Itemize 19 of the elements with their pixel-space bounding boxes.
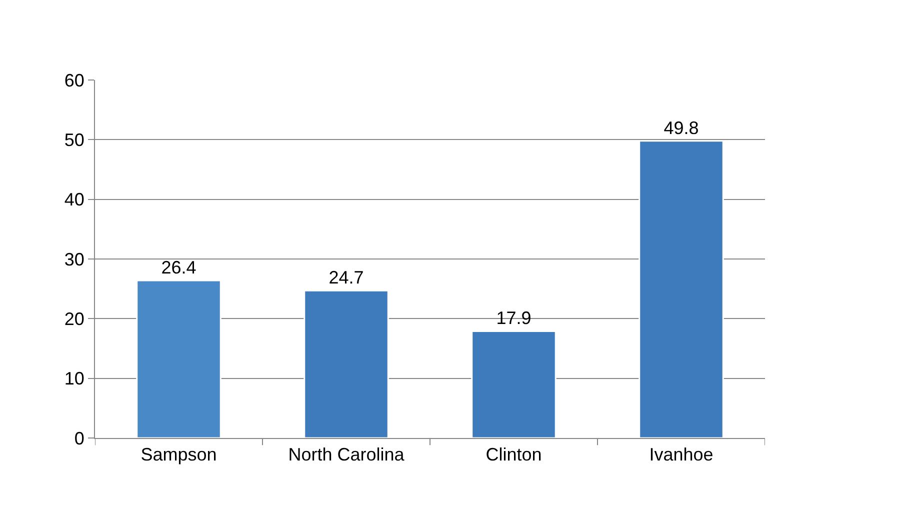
y-tick-label: 50: [64, 130, 84, 150]
y-tick-label: 20: [64, 308, 84, 329]
x-tick-label: North Carolina: [288, 444, 406, 465]
bar: [471, 330, 556, 438]
y-tick-label: 40: [64, 190, 84, 210]
x-tick-label: Clinton: [486, 444, 542, 465]
data-label: 49.8: [664, 118, 699, 138]
bar: [136, 280, 222, 438]
data-label: 24.7: [328, 268, 364, 288]
data-label: 26.4: [161, 257, 196, 278]
bar: [638, 140, 724, 438]
y-tick-label: 0: [74, 428, 84, 448]
x-tick-label: Ivanhoe: [649, 444, 714, 465]
x-tick-label: Sampson: [140, 444, 217, 465]
y-tick-label: 60: [64, 70, 84, 90]
bar: [304, 290, 389, 438]
data-label: 17.9: [496, 308, 532, 328]
y-tick-label: 30: [64, 249, 84, 270]
y-tick-label: 10: [64, 368, 84, 389]
